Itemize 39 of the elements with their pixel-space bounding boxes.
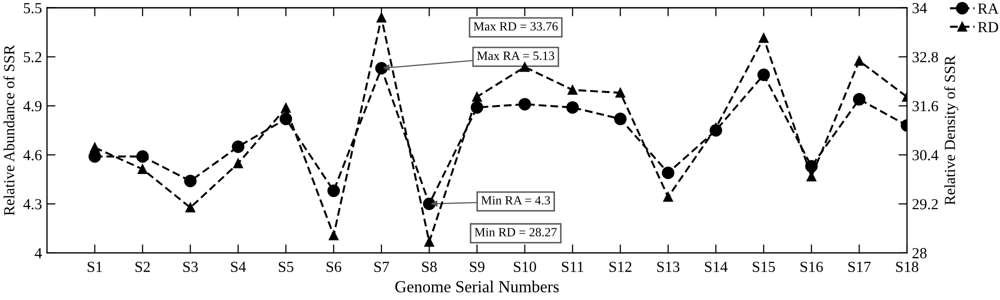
x-tick-label: S8: [422, 262, 437, 272]
annotation: Max RA = 5.13: [477, 52, 554, 60]
y2-tick-label: 28: [912, 248, 927, 258]
x-tick-label: S14: [705, 262, 728, 272]
x-tick-label: S10: [514, 262, 536, 272]
x-tick-label: S4: [231, 262, 246, 272]
annotation: Min RA = 4.3: [481, 196, 550, 205]
y2-tick-label: 32.8: [912, 52, 938, 62]
x-tick-label: S6: [326, 262, 342, 272]
x-tick-label: S11: [562, 262, 584, 272]
y-tick-label: 4.9: [23, 101, 42, 112]
x-tick-label: S16: [800, 262, 823, 272]
y-tick-label: 4.6: [23, 150, 42, 160]
x-axis-title: Genome Serial Numbers: [395, 280, 559, 292]
x-tick-label: S7: [374, 262, 390, 272]
x-tick-label: S18: [896, 262, 918, 272]
x-tick-label: S17: [848, 262, 871, 272]
y2-tick-label: 31.6: [912, 101, 938, 112]
y2-tick-label: 29.2: [912, 199, 938, 210]
y-tick-label: 4: [34, 248, 42, 258]
y-axis-title: Relative Abundance of SSR: [3, 44, 14, 216]
x-tick-label: S2: [136, 262, 150, 272]
x-tick-label: S1: [88, 262, 102, 272]
x-tick-label: S5: [278, 262, 294, 272]
x-tick-label: S3: [183, 262, 198, 272]
legend-label: RA: [978, 4, 999, 14]
x-tick-label: S13: [657, 262, 680, 272]
y-tick-label: 5.2: [24, 52, 42, 62]
y2-tick-label: 30.4: [912, 150, 938, 160]
x-tick-label: S12: [609, 262, 632, 272]
y-tick-label: 5.5: [24, 3, 42, 14]
y-tick-label: 4.3: [23, 199, 42, 210]
annotation: Min RD = 28.27: [474, 228, 557, 236]
y2-tick-label: 34: [912, 2, 927, 14]
x-tick-label: S15: [752, 262, 775, 272]
legend-label: RD: [978, 22, 998, 32]
x-tick-label: S9: [470, 262, 484, 272]
annotation: Max RD = 33.76: [474, 22, 558, 31]
y2-axis-title: Relative Density of SSR: [944, 55, 958, 205]
